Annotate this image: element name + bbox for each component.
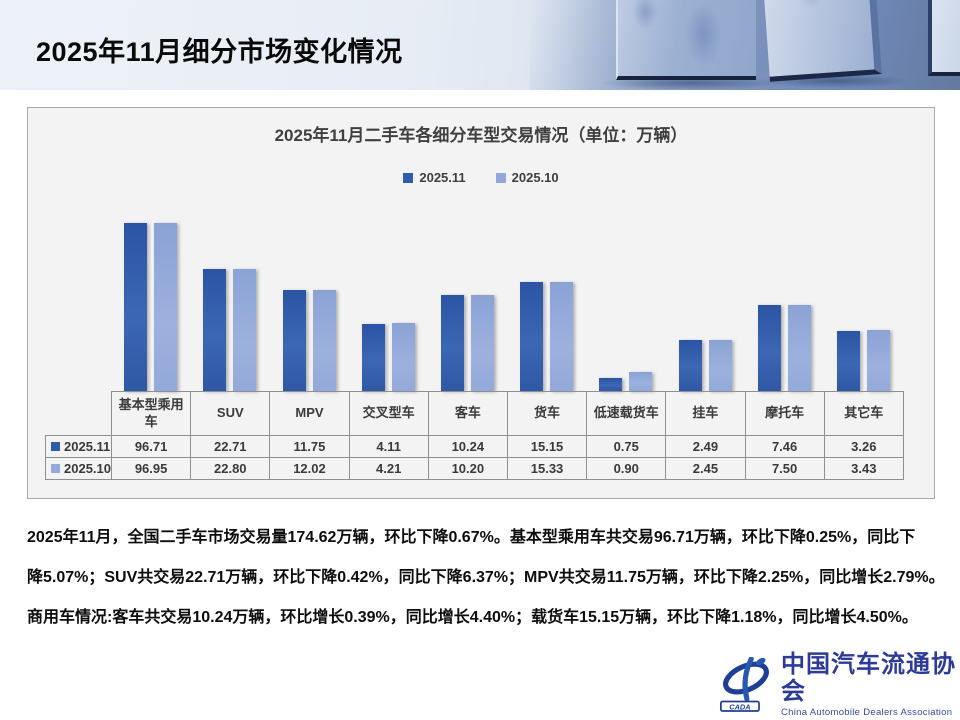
summary-paragraph: 2025年11月，全国二手车市场交易量174.62万辆，环比下降0.67%。基本…	[27, 518, 945, 638]
table-value-cell: 7.50	[744, 457, 825, 480]
table-header-cell: MPV	[269, 391, 350, 436]
bar-2025.11	[678, 340, 702, 391]
table-value-cell: 4.21	[348, 457, 429, 480]
bar-2025.11	[836, 331, 860, 391]
table-value-cell: 96.95	[110, 457, 192, 480]
bar-plot-area	[111, 216, 903, 391]
table-header-cell: 其它车	[823, 391, 904, 436]
bar-2025.10	[154, 223, 178, 391]
table-row: 2025.10 96.95 22.80 12.02 4.21 10.20 15.33 0.90…	[45, 457, 904, 480]
chart-legend: 2025.11 2025.10	[28, 170, 934, 185]
series-label-cell: 2025.11	[45, 435, 112, 458]
logo-title-cn: 中国汽车流通协会	[781, 652, 956, 705]
table-value-cell: 15.33	[506, 457, 588, 480]
table-header-cell: 挂车	[665, 391, 746, 436]
legend-item: 2025.11	[403, 170, 466, 185]
summary-line: 2025年11月，全国二手车市场交易量174.62万辆，环比下降0.67%。基本…	[27, 529, 916, 546]
legend-item: 2025.10	[495, 170, 559, 185]
chart-data-table: 基本型乘用车 SUV MPV 交叉型车 客车 货车 低速载货车 挂车 摩托车 其它车 2025.11…	[45, 391, 904, 480]
bar-2025.10	[391, 323, 415, 391]
table-value-cell: 10.20	[427, 457, 508, 480]
bar-2025.10	[550, 282, 574, 391]
category-bar-group	[269, 216, 348, 391]
bar-2025.11	[282, 290, 306, 391]
summary-line: 降5.07%；SUV共交易22.71万辆，环比下降0.42%，同比下降6.37%…	[27, 569, 945, 586]
table-value-cell: 2.45	[665, 457, 746, 480]
category-bar-group	[745, 216, 824, 391]
table-value-cell: 2.49	[665, 435, 746, 458]
globe-cube-graphic	[762, 0, 882, 82]
bar-2025.11	[757, 305, 781, 391]
table-header-cell: 货车	[506, 391, 588, 436]
category-bar-group	[824, 216, 903, 391]
globe-cube-graphic	[928, 0, 960, 76]
slide-title: 2025年11月细分市场变化情况	[36, 37, 403, 67]
summary-line: 商用车情况:客车共交易10.24万辆，环比增长0.39%，同比增长4.40%；载…	[27, 609, 918, 626]
globe-cube-graphic	[616, 0, 756, 80]
legend-swatch-icon	[403, 172, 414, 183]
category-bar-group	[665, 216, 744, 391]
table-header-cell: 基本型乘用车	[110, 391, 192, 436]
series-label-cell: 2025.10	[45, 457, 112, 480]
table-row: 2025.11 96.71 22.71 11.75 4.11 10.24 15.15 0.75…	[45, 435, 904, 458]
bar-2025.11	[599, 378, 623, 391]
bar-2025.11	[440, 295, 464, 391]
table-header-cell: 低速载货车	[586, 391, 667, 436]
bar-2025.10	[629, 372, 653, 391]
bar-2025.11	[124, 223, 148, 391]
table-value-cell: 0.90	[586, 457, 667, 480]
svg-text:CADA: CADA	[729, 702, 750, 711]
bar-2025.10	[708, 340, 732, 391]
logo-title-en: China Automobile Dealers Association	[781, 706, 953, 718]
table-value-cell: 3.43	[823, 457, 904, 480]
category-bar-group	[190, 216, 269, 391]
bar-2025.10	[787, 305, 811, 391]
series-swatch-icon	[51, 442, 60, 451]
table-value-cell: 22.71	[190, 435, 271, 458]
table-header-cell: SUV	[190, 391, 271, 436]
bar-2025.10	[866, 330, 890, 391]
table-value-cell: 96.71	[110, 435, 192, 458]
category-bar-group	[111, 216, 190, 391]
table-value-cell: 15.15	[506, 435, 588, 458]
table-value-cell: 10.24	[427, 435, 508, 458]
table-value-cell: 4.11	[348, 435, 429, 458]
cada-logo: CADA 中国汽车流通协会 China Automobile Dealers A…	[720, 652, 960, 718]
bar-2025.11	[203, 269, 227, 391]
table-header-cell: 摩托车	[744, 391, 825, 436]
table-header-cell: 交叉型车	[348, 391, 429, 436]
category-bar-group	[428, 216, 507, 391]
bar-2025.10	[312, 290, 336, 391]
category-bar-group	[586, 216, 665, 391]
table-value-cell: 0.75	[586, 435, 667, 458]
table-header-cell: 客车	[427, 391, 508, 436]
legend-label: 2025.10	[511, 170, 559, 185]
table-value-cell: 3.26	[823, 435, 904, 458]
chart-title: 2025年11月二手车各细分车型交易情况（单位：万辆）	[274, 126, 688, 145]
bar-2025.11	[361, 324, 385, 391]
series-swatch-icon	[51, 464, 60, 473]
table-value-cell: 12.02	[269, 457, 350, 480]
table-value-cell: 22.80	[190, 457, 271, 480]
bar-2025.11	[520, 282, 544, 391]
table-corner-cell	[46, 392, 112, 436]
bar-2025.10	[233, 269, 257, 391]
category-bar-group	[349, 216, 428, 391]
table-value-cell: 7.46	[744, 435, 825, 458]
legend-label: 2025.11	[419, 170, 466, 185]
legend-swatch-icon	[495, 172, 506, 183]
table-value-cell: 11.75	[269, 435, 350, 458]
chart-panel: 2025年11月二手车各细分车型交易情况（单位：万辆） 2025.11 2025.…	[27, 107, 935, 499]
category-bar-group	[507, 216, 586, 391]
bar-2025.10	[470, 295, 494, 391]
header-band: 2025年11月细分市场变化情况	[0, 0, 960, 90]
cada-emblem-icon: CADA	[720, 656, 772, 713]
